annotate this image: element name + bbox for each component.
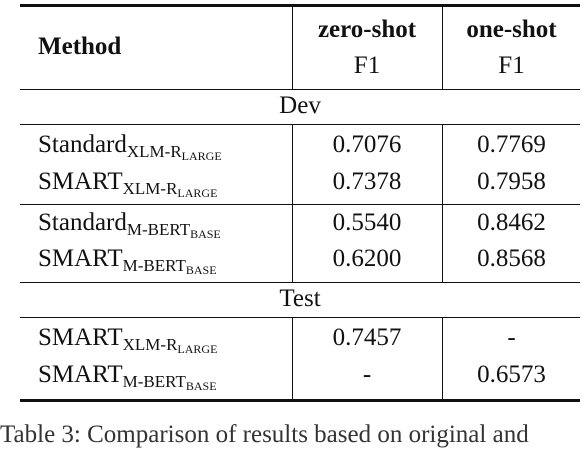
header-zero-shot: zero-shot — [317, 16, 417, 43]
top-rule — [20, 4, 580, 7]
header-metric-zero: F1 — [353, 52, 381, 79]
col-divider-2 — [442, 125, 443, 282]
table-row-zero: 0.5540 — [332, 209, 402, 236]
table-row-zero: 0.7378 — [332, 168, 402, 195]
table-row-zero: - — [362, 361, 372, 388]
section-test: Test — [279, 285, 321, 312]
header-method: Method — [38, 33, 122, 60]
table-row-zero: 0.6200 — [332, 245, 402, 272]
col-divider-1 — [292, 318, 293, 399]
table-row-one: 0.7958 — [477, 168, 546, 195]
bottom-rule — [20, 399, 580, 402]
table-row-one: 0.7769 — [477, 131, 546, 158]
header-one-shot: one-shot — [466, 16, 557, 43]
table-row-zero: 0.7076 — [332, 131, 402, 158]
test-rule — [20, 317, 580, 318]
table-row-method: StandardXLM-RLARGE — [38, 131, 222, 163]
dev-rule — [20, 124, 580, 125]
section-dev: Dev — [279, 92, 321, 119]
header-rule — [20, 89, 580, 90]
header-metric-one: F1 — [498, 52, 525, 79]
table-row-method: SMARTXLM-RLARGE — [38, 324, 218, 356]
table-row-method: SMARTM-BERTBASE — [38, 361, 217, 393]
dev-end-rule — [20, 282, 580, 283]
col-divider-2 — [442, 7, 443, 89]
table-row-method: SMARTXLM-RLARGE — [38, 168, 218, 200]
table-row-one: 0.8568 — [477, 245, 546, 272]
table-row-one: - — [507, 324, 516, 351]
col-divider-1 — [292, 7, 293, 89]
table-row-zero: 0.7457 — [332, 324, 402, 351]
table-row-method: SMARTM-BERTBASE — [38, 245, 217, 277]
table-row-one: 0.6573 — [477, 361, 546, 388]
group-rule — [20, 204, 580, 205]
table-row-one: 0.8462 — [477, 209, 546, 236]
col-divider-2 — [442, 318, 443, 399]
col-divider-1 — [292, 125, 293, 282]
table-caption: Table 3: Comparison of results based on … — [0, 421, 529, 448]
table-row-method: StandardM-BERTBASE — [38, 209, 221, 241]
